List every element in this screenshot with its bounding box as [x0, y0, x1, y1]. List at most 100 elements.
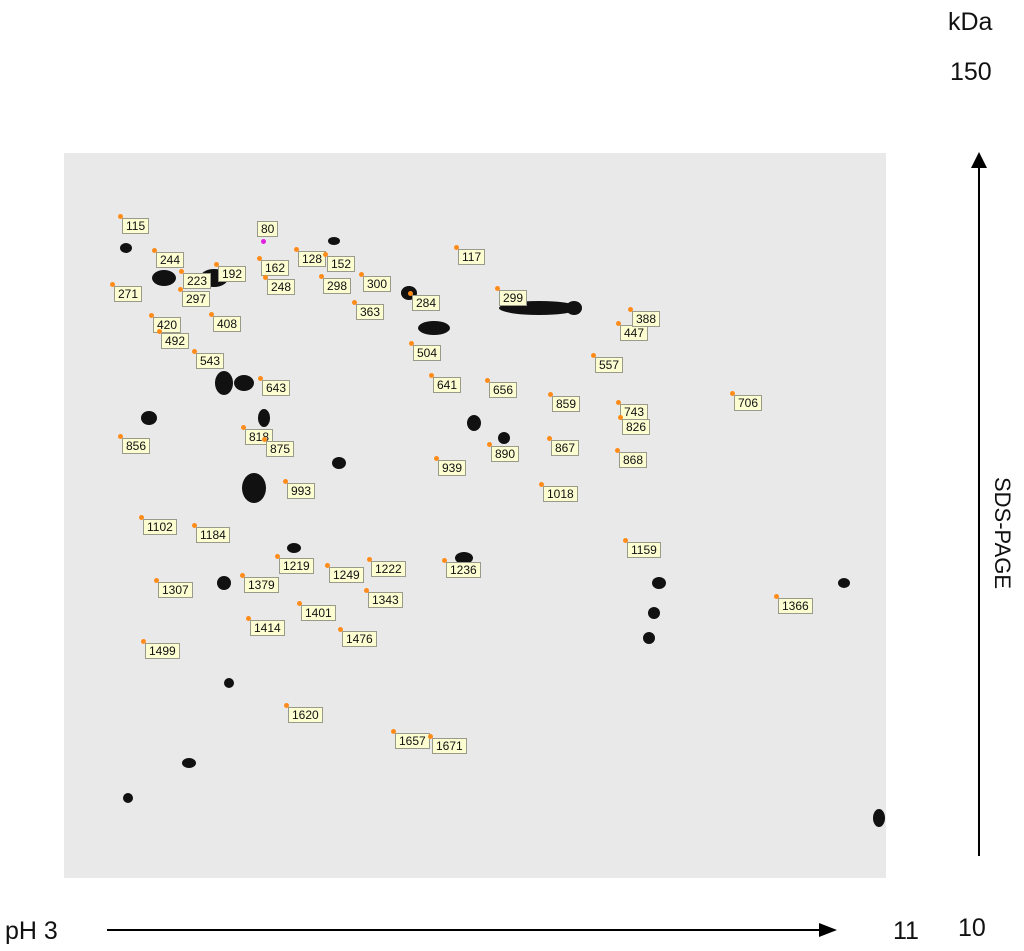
spot-label[interactable]: 284 — [412, 295, 441, 311]
spot-label[interactable]: 641 — [433, 377, 462, 393]
spot-marker[interactable] — [428, 734, 433, 739]
spot-label[interactable]: 1379 — [244, 577, 279, 593]
spot-label[interactable]: 244 — [156, 252, 185, 268]
spot-marker[interactable] — [240, 573, 245, 578]
spot-label[interactable]: 388 — [632, 311, 661, 327]
spot-marker[interactable] — [359, 272, 364, 277]
spot-marker[interactable] — [616, 400, 621, 405]
spot-marker[interactable] — [209, 312, 214, 317]
spot-marker[interactable] — [618, 415, 623, 420]
spot-label[interactable]: 1657 — [395, 733, 430, 749]
spot-label[interactable]: 1219 — [279, 558, 314, 574]
spot-marker[interactable] — [539, 482, 544, 487]
spot-marker[interactable] — [485, 378, 490, 383]
spot-marker[interactable] — [774, 594, 779, 599]
spot-label[interactable]: 859 — [552, 396, 581, 412]
spot-label[interactable]: 1343 — [368, 592, 403, 608]
spot-label[interactable]: 543 — [196, 353, 225, 369]
spot-label[interactable]: 890 — [491, 446, 520, 462]
spot-label[interactable]: 298 — [323, 278, 352, 294]
spot-marker[interactable] — [192, 523, 197, 528]
spot-label[interactable]: 643 — [262, 380, 291, 396]
spot-label[interactable]: 1620 — [288, 707, 323, 723]
spot-label[interactable]: 557 — [595, 357, 624, 373]
spot-label[interactable]: 1249 — [329, 567, 364, 583]
spot-marker[interactable] — [495, 286, 500, 291]
spot-marker[interactable] — [157, 329, 162, 334]
spot-marker[interactable] — [547, 436, 552, 441]
spot-marker[interactable] — [192, 349, 197, 354]
spot-label[interactable]: 192 — [218, 266, 247, 282]
spot-marker[interactable] — [319, 274, 324, 279]
spot-marker[interactable] — [409, 341, 414, 346]
spot-label[interactable]: 1401 — [301, 605, 336, 621]
spot-marker[interactable] — [628, 307, 633, 312]
spot-marker[interactable] — [591, 353, 596, 358]
spot-label[interactable]: 223 — [183, 273, 212, 289]
spot-label[interactable]: 1184 — [196, 527, 230, 543]
spot-label[interactable]: 1159 — [627, 542, 661, 558]
spot-label[interactable]: 868 — [619, 452, 648, 468]
spot-marker[interactable] — [258, 376, 263, 381]
spot-label[interactable]: 656 — [489, 382, 518, 398]
spot-label[interactable]: 867 — [551, 440, 580, 456]
spot-marker[interactable] — [246, 616, 251, 621]
spot-marker[interactable] — [391, 729, 396, 734]
spot-marker[interactable] — [178, 287, 183, 292]
spot-label[interactable]: 743 — [620, 404, 649, 420]
spot-label[interactable]: 1307 — [158, 582, 193, 598]
spot-label[interactable]: 1222 — [371, 561, 406, 577]
spot-marker[interactable] — [338, 627, 343, 632]
spot-label[interactable]: 117 — [458, 249, 486, 265]
spot-label[interactable]: 939 — [438, 460, 467, 476]
spot-marker[interactable] — [615, 448, 620, 453]
spot-marker[interactable] — [367, 557, 372, 562]
spot-label[interactable]: 299 — [499, 290, 528, 306]
spot-marker[interactable] — [275, 554, 280, 559]
spot-label[interactable]: 706 — [734, 395, 763, 411]
spot-marker[interactable] — [284, 703, 289, 708]
spot-marker[interactable] — [294, 247, 299, 252]
spot-marker[interactable] — [214, 262, 219, 267]
spot-label[interactable]: 447 — [620, 325, 649, 341]
spot-label[interactable]: 1236 — [446, 562, 481, 578]
spot-label[interactable]: 420 — [153, 317, 182, 333]
spot-marker[interactable] — [110, 282, 115, 287]
spot-marker[interactable] — [623, 538, 628, 543]
spot-label[interactable]: 115 — [122, 218, 150, 234]
spot-marker[interactable] — [352, 300, 357, 305]
spot-label[interactable]: 162 — [261, 260, 290, 276]
spot-marker[interactable] — [442, 558, 447, 563]
spot-marker[interactable] — [730, 391, 735, 396]
spot-label[interactable]: 993 — [287, 483, 316, 499]
spot-label[interactable]: 826 — [622, 419, 651, 435]
spot-marker[interactable] — [487, 442, 492, 447]
spot-marker[interactable] — [434, 456, 439, 461]
spot-marker[interactable] — [141, 639, 146, 644]
spot-marker[interactable] — [154, 578, 159, 583]
spot-label[interactable]: 1671 — [432, 738, 467, 754]
spot-marker[interactable] — [454, 245, 459, 250]
spot-marker[interactable] — [548, 392, 553, 397]
spot-label[interactable]: 248 — [267, 279, 296, 295]
spot-marker[interactable] — [323, 252, 328, 257]
spot-label[interactable]: 128 — [298, 251, 327, 267]
spot-label[interactable]: 363 — [356, 304, 385, 320]
spot-label[interactable]: 875 — [266, 441, 295, 457]
spot-marker[interactable] — [297, 601, 302, 606]
spot-marker[interactable] — [283, 479, 288, 484]
spot-marker[interactable] — [152, 248, 157, 253]
spot-label[interactable]: 1102 — [143, 519, 177, 535]
spot-marker[interactable] — [616, 321, 621, 326]
spot-marker[interactable] — [139, 515, 144, 520]
spot-label[interactable]: 1366 — [778, 598, 813, 614]
spot-label[interactable]: 271 — [114, 286, 143, 302]
spot-marker[interactable] — [118, 434, 123, 439]
spot-label[interactable]: 492 — [161, 333, 190, 349]
spot-label[interactable]: 1476 — [342, 631, 377, 647]
spot-marker[interactable] — [118, 214, 123, 219]
spot-label[interactable]: 1499 — [145, 643, 180, 659]
spot-marker[interactable] — [364, 588, 369, 593]
spot-marker[interactable] — [261, 239, 266, 244]
spot-label[interactable]: 300 — [363, 276, 392, 292]
